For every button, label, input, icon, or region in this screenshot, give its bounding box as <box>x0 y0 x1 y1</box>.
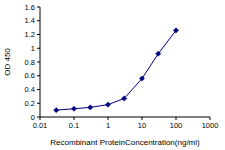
x-tick <box>74 117 75 120</box>
x-tick <box>210 117 211 120</box>
series-line <box>56 30 176 110</box>
point-marker <box>156 51 161 56</box>
x-tick-label: 10 <box>138 121 146 130</box>
point-marker <box>88 105 93 110</box>
y-tick <box>37 48 40 49</box>
y-tick-label: 1.2 <box>25 30 35 39</box>
x-tick-label: 1 <box>106 121 110 130</box>
y-tick <box>37 20 40 21</box>
x-tick-label: 0.01 <box>33 121 48 130</box>
y-tick-label: 1 <box>31 44 35 53</box>
y-tick <box>37 103 40 104</box>
x-tick <box>108 117 109 120</box>
x-axis <box>40 117 210 118</box>
y-tick-label: 0.6 <box>25 71 35 80</box>
y-tick <box>37 89 40 90</box>
y-axis-label: OD 450 <box>3 48 12 76</box>
y-tick-label: 0.2 <box>25 99 35 108</box>
y-tick-label: 0.4 <box>25 85 35 94</box>
chart: 00.20.40.60.811.21.41.60.010.11101001000… <box>0 0 225 150</box>
x-tick-label: 100 <box>170 121 183 130</box>
x-tick-label: 1000 <box>202 121 219 130</box>
y-tick <box>37 7 40 8</box>
x-tick <box>142 117 143 120</box>
point-marker <box>105 102 110 107</box>
x-axis-label: Recombinant ProteinConcentration(ng/ml) <box>50 138 200 147</box>
point-marker <box>173 28 178 33</box>
x-tick <box>40 117 41 120</box>
y-tick-label: 0.8 <box>25 58 35 67</box>
point-marker <box>71 106 76 111</box>
x-tick <box>176 117 177 120</box>
y-tick-label: 1.4 <box>25 16 35 25</box>
point-marker <box>122 96 127 101</box>
y-tick <box>37 62 40 63</box>
plot-area <box>54 28 179 113</box>
y-tick-label: 1.6 <box>25 3 35 12</box>
y-tick <box>37 75 40 76</box>
point-marker <box>139 76 144 81</box>
x-tick-label: 0.1 <box>69 121 79 130</box>
y-tick <box>37 34 40 35</box>
point-marker <box>54 108 59 113</box>
